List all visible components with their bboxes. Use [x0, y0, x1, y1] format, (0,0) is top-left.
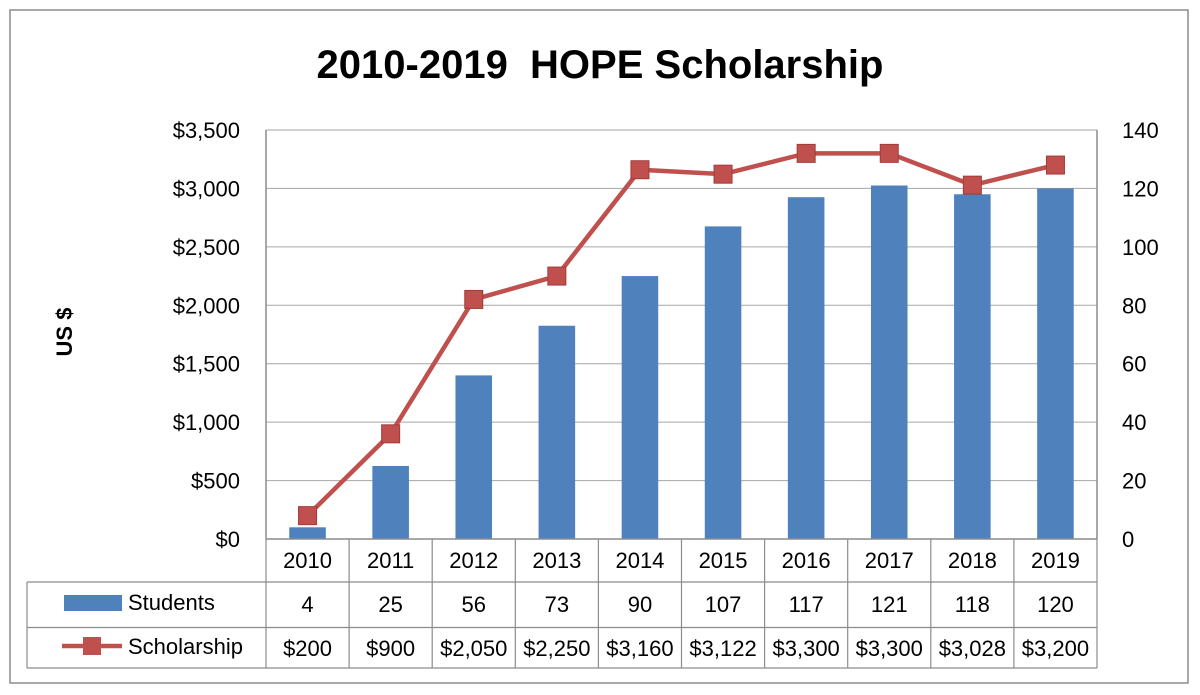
table-value-scholarship: $3,160 [606, 636, 673, 661]
line-path-scholarship [305, 151, 1056, 518]
marker-scholarship [298, 506, 318, 526]
table-value-students: 118 [955, 592, 990, 617]
category-label: 2014 [615, 548, 664, 573]
chart-title: 2010-2019 HOPE Scholarship [317, 43, 884, 87]
table-value-students: 107 [705, 592, 742, 617]
table-value-scholarship: $900 [366, 636, 415, 661]
line-scholarship [298, 143, 1065, 526]
left-tick-label: $2,500 [173, 235, 240, 260]
table-value-scholarship: $2,050 [440, 636, 507, 661]
legend-label-scholarship: Scholarship [128, 634, 243, 659]
marker-scholarship [547, 266, 567, 286]
right-tick-label: 140 [1122, 118, 1159, 143]
right-axis-ticks: 0 20 40 60 80 100 120 140 [1122, 118, 1159, 552]
table-value-scholarship: $200 [283, 636, 332, 661]
bar-students [787, 197, 825, 539]
table-value-students: 25 [378, 592, 402, 617]
bar-students [538, 325, 576, 539]
category-label: 2011 [367, 548, 414, 573]
marker-scholarship [962, 175, 982, 195]
legend-label-students: Students [128, 590, 215, 615]
left-tick-label: $1,500 [173, 352, 240, 377]
marker-scholarship [796, 143, 816, 163]
right-tick-label: 120 [1122, 176, 1159, 201]
marker-scholarship [713, 164, 733, 184]
bar-students [455, 375, 493, 539]
right-tick-label: 0 [1122, 527, 1134, 552]
right-tick-label: 100 [1122, 235, 1159, 260]
marker-scholarship [630, 160, 650, 180]
category-label: 2012 [449, 548, 498, 573]
marker-scholarship [381, 424, 401, 444]
table-value-scholarship: $3,122 [689, 636, 756, 661]
right-tick-label: 60 [1122, 352, 1146, 377]
left-axis-ticks: $0 $500 $1,000 $1,500 $2,000 $2,500 $3,000 $3,5… [173, 118, 240, 552]
left-tick-label: $1,000 [173, 410, 240, 435]
bar-students [1037, 188, 1074, 539]
table-value-students: 56 [462, 592, 486, 617]
table-value-scholarship: $3,300 [773, 636, 840, 661]
table-value-scholarship: $3,200 [1022, 636, 1089, 661]
table-value-scholarship: $3,028 [939, 636, 1006, 661]
marker-scholarship [1045, 155, 1065, 175]
category-label: 2013 [532, 548, 581, 573]
legend-key-scholarship-marker [83, 637, 101, 655]
left-tick-label: $500 [191, 469, 240, 494]
marker-scholarship [464, 289, 484, 309]
table-value-students: 73 [545, 592, 569, 617]
table-value-scholarship: $3,300 [856, 636, 923, 661]
legend-key-students [64, 595, 122, 611]
table-value-students: 4 [301, 592, 313, 617]
data-table: 2010 4 $200 2011 25 $900 2012 56 $2,050 2013 73 $2,… [26, 539, 1098, 669]
bar-students [870, 185, 908, 539]
bar-students [954, 194, 991, 539]
table-value-students: 120 [1037, 592, 1074, 617]
category-label: 2019 [1031, 548, 1080, 573]
left-tick-label: $0 [216, 527, 240, 552]
right-tick-label: 80 [1122, 293, 1146, 318]
table-value-students: 117 [789, 592, 824, 617]
y-axis-label: US $ [52, 308, 77, 357]
table-value-students: 121 [871, 592, 908, 617]
table-value-students: 90 [628, 592, 652, 617]
category-label: 2016 [782, 548, 831, 573]
right-tick-label: 20 [1122, 469, 1146, 494]
category-label: 2010 [283, 548, 332, 573]
table-value-scholarship: $2,250 [523, 636, 590, 661]
left-tick-label: $2,000 [173, 293, 240, 318]
category-label: 2018 [948, 548, 997, 573]
left-tick-label: $3,000 [173, 176, 240, 201]
category-label: 2017 [865, 548, 914, 573]
right-tick-label: 40 [1122, 410, 1146, 435]
bar-students [704, 226, 742, 539]
bar-students [372, 465, 409, 539]
marker-scholarship [879, 143, 899, 163]
left-tick-label: $3,500 [173, 118, 240, 143]
bar-students [621, 276, 659, 539]
bars-students [289, 185, 1074, 539]
category-label: 2015 [699, 548, 748, 573]
bar-students [289, 527, 326, 539]
